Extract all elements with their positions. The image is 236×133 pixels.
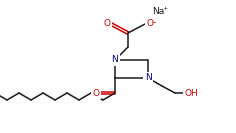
Text: O: O: [93, 88, 100, 97]
Text: N: N: [112, 55, 118, 65]
Text: −: −: [152, 20, 156, 24]
Text: Na: Na: [152, 7, 164, 16]
Text: N: N: [145, 74, 151, 82]
Text: O: O: [104, 20, 110, 28]
Text: O: O: [147, 20, 153, 28]
Text: +: +: [162, 7, 168, 11]
Text: OH: OH: [184, 88, 198, 97]
